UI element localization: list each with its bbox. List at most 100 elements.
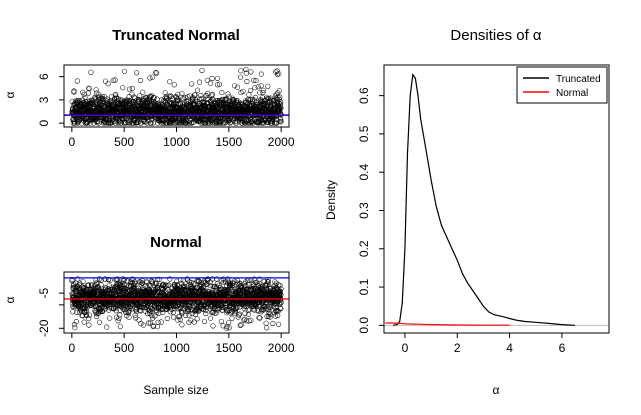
x-tick-label: 500 — [114, 135, 134, 149]
scatter-point — [117, 312, 123, 318]
scatter-point — [89, 283, 95, 289]
normal-title: Normal — [150, 234, 202, 251]
scatter-point — [171, 314, 177, 320]
scatter-point — [116, 315, 122, 321]
y-tick-label: 6 — [37, 73, 51, 80]
scatter-point — [164, 101, 170, 107]
scatter-point — [88, 69, 94, 75]
y-tick-label: 0.1 — [357, 278, 371, 295]
x-tick-label: 6 — [559, 341, 566, 355]
normal-panel: Normal α Sample size 0 500 1000 1500 2000 -2… — [3, 234, 295, 397]
scatter-point — [73, 319, 79, 325]
x-tick-label: 0 — [402, 341, 409, 355]
scatter-point — [253, 78, 259, 84]
scatter-point — [96, 319, 103, 325]
scatter-point — [183, 117, 189, 123]
scatter-point — [233, 120, 240, 126]
scatter-point — [126, 314, 132, 320]
scatter-point — [260, 87, 266, 93]
scatter-point — [110, 117, 116, 123]
scatter-point — [258, 83, 264, 89]
scatter-point — [214, 120, 220, 126]
scatter-point — [167, 79, 173, 85]
density-curve-truncated — [393, 72, 576, 326]
scatter-point — [134, 309, 140, 315]
scatter-point — [248, 69, 254, 75]
x-tick-label: 2000 — [268, 135, 295, 149]
normal-y-axis-label: α — [3, 296, 17, 303]
scatter-point — [226, 94, 232, 100]
truncated-normal-y-axis-label: α — [3, 91, 17, 98]
scatter-point — [147, 93, 153, 99]
scatter-point — [124, 282, 130, 288]
scatter-point — [263, 320, 269, 326]
scatter-point — [270, 320, 276, 327]
scatter-point — [115, 318, 121, 324]
scatter-point — [171, 82, 177, 88]
scatter-point — [257, 90, 263, 96]
legend-truncated-label: Truncated — [556, 74, 601, 85]
scatter-point — [101, 304, 107, 310]
scatter-point — [260, 117, 266, 124]
scatter-point — [276, 321, 282, 327]
scatter-point — [74, 78, 80, 84]
density-title: Densities of α — [450, 27, 542, 44]
scatter-point — [150, 279, 156, 285]
scatter-point — [237, 74, 244, 80]
scatter-point — [74, 309, 80, 315]
scatter-point — [84, 106, 90, 112]
scatter-point — [137, 93, 143, 99]
scatter-point — [276, 108, 283, 114]
y-tick-label: 0.0 — [357, 317, 371, 334]
scatter-point — [219, 90, 225, 96]
y-tick-label: 0.5 — [357, 125, 371, 142]
scatter-point — [179, 322, 185, 328]
normal-y-axis: -20 -5 — [37, 287, 65, 337]
scatter-point — [167, 276, 173, 282]
scatter-point — [146, 320, 152, 326]
scatter-point — [75, 276, 81, 282]
scatter-point — [134, 70, 140, 76]
scatter-point — [182, 94, 188, 101]
scatter-point — [86, 85, 92, 91]
scatter-point — [201, 318, 208, 324]
scatter-point — [163, 283, 169, 289]
scatter-point — [268, 97, 274, 103]
scatter-point — [153, 281, 159, 287]
scatter-point — [132, 280, 138, 286]
x-tick-label: 1000 — [163, 135, 190, 149]
scatter-point — [252, 85, 258, 91]
scatter-point — [210, 323, 216, 329]
scatter-point — [269, 120, 275, 126]
scatter-point — [194, 87, 201, 93]
scatter-point — [162, 90, 168, 96]
scatter-point — [232, 83, 238, 89]
scatter-point — [198, 92, 204, 99]
scatter-point — [83, 309, 89, 315]
scatter-point — [121, 68, 128, 74]
scatter-point — [189, 81, 195, 87]
scatter-point — [278, 99, 284, 105]
x-tick-label: 1000 — [163, 341, 190, 355]
scatter-point — [85, 282, 92, 288]
scatter-point — [79, 309, 85, 315]
scatter-point — [86, 312, 93, 318]
scatter-point — [131, 94, 137, 100]
scatter-point — [147, 75, 153, 81]
scatter-point — [166, 94, 172, 100]
scatter-point — [96, 120, 102, 126]
scatter-point — [106, 276, 112, 282]
scatter-point — [252, 94, 258, 101]
scatter-point — [208, 97, 214, 103]
scatter-point — [129, 85, 135, 92]
scatter-point — [85, 90, 92, 96]
y-tick-label: -20 — [37, 319, 51, 337]
scatter-point — [102, 276, 108, 282]
scatter-point — [209, 91, 216, 98]
scatter-point — [112, 77, 118, 83]
scatter-point — [194, 316, 200, 322]
scatter-point — [186, 319, 192, 325]
y-tick-label: 3 — [37, 96, 51, 103]
